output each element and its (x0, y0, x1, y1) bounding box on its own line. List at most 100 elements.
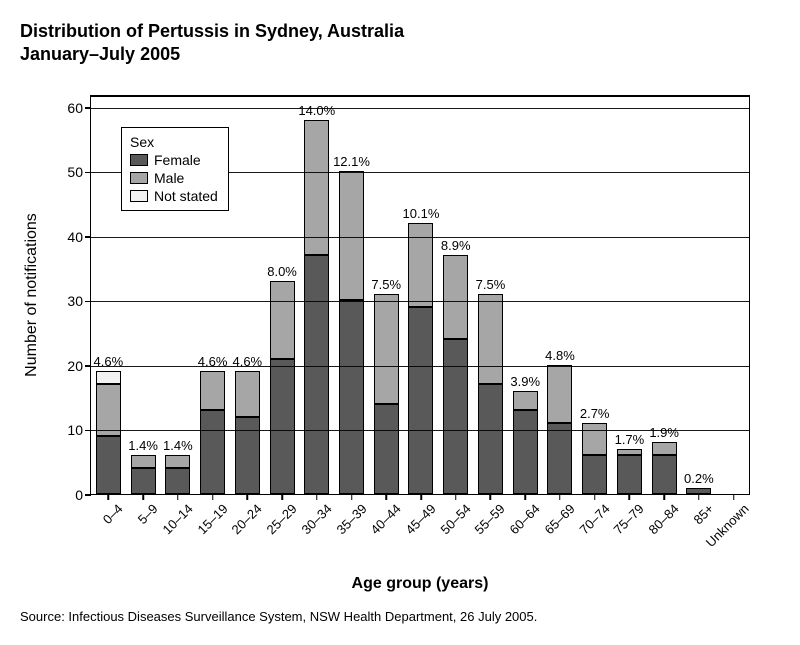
bar-seg-female (443, 339, 468, 494)
bar-seg-male (547, 365, 572, 423)
x-category-label: 45–49 (398, 497, 438, 537)
legend-item-female: Female (130, 152, 218, 168)
bar-seg-male (443, 255, 468, 339)
gridline (91, 366, 750, 367)
legend-label-male: Male (154, 170, 184, 186)
bar-seg-male (652, 442, 677, 455)
chart-title: Distribution of Pertussis in Sydney, Aus… (20, 20, 780, 65)
x-category-label: 40–44 (364, 497, 404, 537)
bar-pct-label: 4.6% (232, 354, 262, 371)
x-category-label: 15–19 (190, 497, 230, 537)
bar-seg-female (408, 307, 433, 494)
bar-seg-female (165, 468, 190, 494)
gridline (91, 301, 750, 302)
bar-seg-male (408, 223, 433, 307)
y-tick-mark (85, 365, 91, 367)
bar-group: 1.4% (165, 455, 190, 494)
bar-pct-label: 4.6% (94, 354, 124, 371)
bar-seg-female (582, 455, 607, 494)
legend-swatch-female (130, 154, 148, 166)
x-category-label: 55–59 (468, 497, 508, 537)
bar-group: 8.0% (270, 281, 295, 494)
bar-seg-female (200, 410, 225, 494)
bar-pct-label: 8.9% (441, 238, 471, 255)
bar-group: 2.7% (582, 423, 607, 494)
bar-group: 12.1% (339, 171, 364, 494)
bar-group: 10.1% (408, 223, 433, 494)
bar-seg-female (270, 359, 295, 494)
bar-group: 3.9% (513, 391, 538, 494)
bar-seg-male (165, 455, 190, 468)
bar-pct-label: 12.1% (333, 154, 370, 171)
bar-group: 8.9% (443, 255, 468, 494)
title-line-2: January–July 2005 (20, 44, 180, 64)
y-tick-mark (85, 236, 91, 238)
legend: Sex Female Male Not stated (121, 127, 229, 211)
source-citation: Source: Infectious Diseases Surveillance… (20, 609, 780, 624)
bar-seg-female (513, 410, 538, 494)
x-category-label: 50–54 (433, 497, 473, 537)
legend-swatch-notstated (130, 190, 148, 202)
bar-seg-male (131, 455, 156, 468)
bar-group: 1.7% (617, 449, 642, 494)
bar-group: 1.9% (652, 442, 677, 494)
bar-seg-male (304, 120, 329, 255)
x-axis-label: Age group (years) (90, 575, 750, 593)
bar-pct-label: 1.4% (163, 438, 193, 455)
bar-group: 1.4% (131, 455, 156, 494)
bar-pct-label: 0.2% (684, 471, 714, 488)
x-category-label: 60–64 (502, 497, 542, 537)
x-category-label: 20–24 (225, 497, 265, 537)
x-category-label: 10–14 (155, 497, 195, 537)
x-category-label: 80–84 (641, 497, 681, 537)
bar-pct-label: 8.0% (267, 264, 297, 281)
x-category-label: 25–29 (259, 497, 299, 537)
legend-item-notstated: Not stated (130, 188, 218, 204)
y-tick-mark (85, 301, 91, 303)
bar-seg-female (304, 255, 329, 494)
x-category-label: 35–39 (329, 497, 369, 537)
bar-seg-female (617, 455, 642, 494)
y-axis-label: Number of notifications (23, 213, 41, 377)
bar-pct-label: 3.9% (510, 374, 540, 391)
bar-seg-female (374, 404, 399, 494)
bar-seg-female (478, 384, 503, 494)
x-category-label: 70–74 (572, 497, 612, 537)
bar-seg-female (339, 300, 364, 494)
legend-label-female: Female (154, 152, 201, 168)
bar-seg-female (686, 488, 711, 494)
legend-label-notstated: Not stated (154, 188, 218, 204)
bar-pct-label: 2.7% (580, 406, 610, 423)
chart-container: Number of notifications Sex Female Male … (20, 75, 780, 595)
x-category-label: 65–69 (537, 497, 577, 537)
bar-group: 0.2% (686, 488, 711, 494)
bar-seg-female (547, 423, 572, 494)
bar-pct-label: 7.5% (371, 277, 401, 294)
bar-seg-male (200, 371, 225, 410)
y-tick-mark (85, 494, 91, 496)
bar-pct-label: 1.9% (649, 425, 679, 442)
gridline (91, 237, 750, 238)
bar-seg-male (374, 294, 399, 404)
bar-pct-label: 4.6% (198, 354, 228, 371)
gridline (91, 108, 750, 109)
bar-seg-female (131, 468, 156, 494)
bar-pct-label: 10.1% (403, 206, 440, 223)
bar-pct-label: 4.8% (545, 348, 575, 365)
bar-seg-male (235, 371, 260, 416)
bar-seg-male (513, 391, 538, 410)
bar-seg-female (235, 417, 260, 494)
bar-seg-male (478, 294, 503, 384)
bar-pct-label: 1.7% (615, 432, 645, 449)
bar-group: 7.5% (374, 294, 399, 494)
bar-group: 14.0% (304, 120, 329, 494)
gridline (91, 430, 750, 431)
y-tick-mark (85, 107, 91, 109)
bar-pct-label: 7.5% (476, 277, 506, 294)
bar-group: 4.6% (235, 371, 260, 494)
bar-seg-female (652, 455, 677, 494)
title-line-1: Distribution of Pertussis in Sydney, Aus… (20, 21, 404, 41)
y-tick-mark (85, 172, 91, 174)
legend-title: Sex (130, 134, 218, 150)
bar-group: 4.6% (200, 371, 225, 494)
